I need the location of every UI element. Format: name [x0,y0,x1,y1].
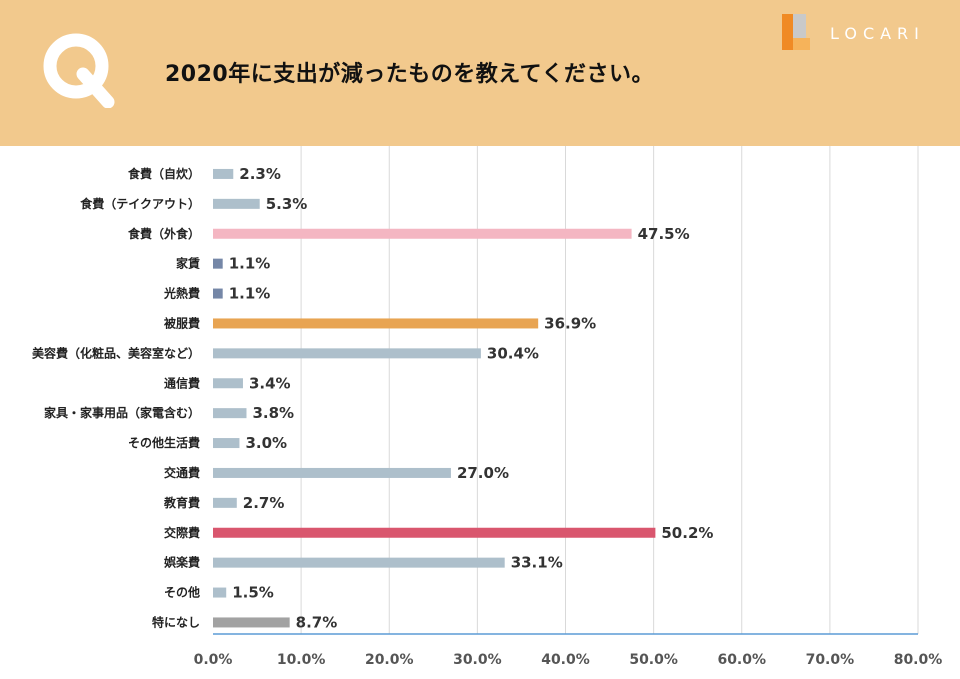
category-label: 交通費 [164,465,200,480]
bar [213,467,451,478]
bar [213,228,632,239]
data-label: 3.4% [249,374,291,392]
bar [213,408,247,419]
bar [213,438,240,449]
x-tick-label: 40.0% [541,652,590,668]
logo-text: LOCARI [830,24,925,43]
x-tick-label: 80.0% [894,652,943,668]
data-label: 2.3% [239,165,281,183]
bar [213,617,290,628]
category-label: 教育費 [163,495,200,510]
x-tick-label: 20.0% [365,652,414,668]
category-label: 食費（自炊） [127,166,200,181]
q-letter-icon [43,33,115,108]
data-label: 30.4% [487,344,539,362]
data-label: 2.7% [243,494,285,512]
bar [213,557,505,568]
category-label: 食費（外食） [127,226,200,241]
data-label: 1.5% [232,584,274,602]
question-title: 2020年に支出が減ったものを教えてください。 [165,62,654,87]
data-label: 3.8% [252,404,294,422]
bar [213,258,223,269]
category-label: 特になし [152,614,200,629]
category-label: 通信費 [164,375,200,390]
category-label: 家賃 [176,256,200,271]
bar [213,527,656,538]
data-label: 33.1% [511,554,563,572]
category-label: 交際費 [164,525,200,540]
data-label: 1.1% [229,285,271,303]
bar [213,497,237,508]
bar-chart: 食費（自炊） 2.3% 食費（テイクアウト） 5.3% 食費（外食） 47.5% 家賃 1.1… [32,146,943,668]
x-tick-label: 70.0% [806,652,855,668]
data-label: 3.0% [245,434,287,452]
category-label: その他生活費 [128,435,200,450]
data-label: 50.2% [661,524,713,542]
bar [213,318,539,329]
header-banner: 2020年に支出が減ったものを教えてください。 LOCARI [0,0,960,146]
x-tick-label: 60.0% [717,652,766,668]
category-label: 家具・家事用品（家電含む） [44,405,200,420]
data-label: 27.0% [457,464,509,482]
x-tick-label: 10.0% [277,652,326,668]
category-label: 被服費 [164,315,200,330]
data-label: 5.3% [266,195,308,213]
data-label: 36.9% [544,314,596,332]
bar [213,288,223,299]
locari-logo: LOCARI [782,14,952,50]
category-label: 食費（テイクアウト） [79,196,200,211]
category-label: その他 [164,585,200,600]
bar [213,348,481,359]
data-label: 47.5% [638,225,690,243]
x-tick-label: 30.0% [453,652,502,668]
bar [213,378,243,389]
data-label: 8.7% [296,613,338,631]
category-label: 光熱費 [163,286,200,301]
x-tick-label: 0.0% [194,652,233,668]
x-tick-label: 50.0% [629,652,678,668]
category-label: 美容費（化粧品、美容室など） [32,345,200,360]
data-label: 1.1% [229,255,271,273]
bar [213,198,260,209]
category-label: 娯楽費 [164,555,200,570]
bar [213,587,227,598]
bar [213,168,234,179]
locari-logo-icon [782,14,810,50]
